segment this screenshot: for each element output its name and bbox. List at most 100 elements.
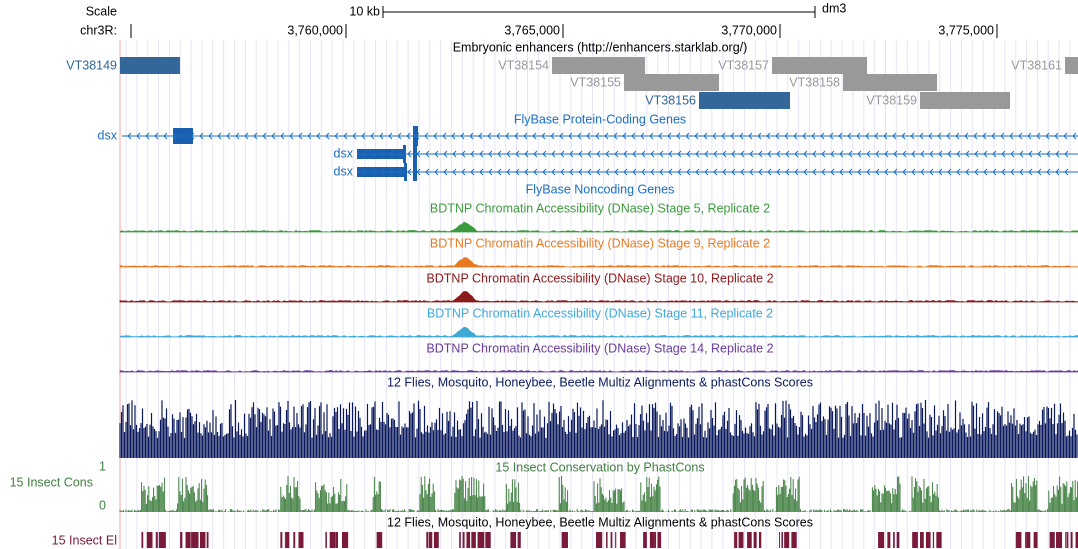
track-title: BDTNP Chromatin Accessibility (DNase) St… <box>426 271 773 285</box>
element <box>1015 532 1022 548</box>
enhancer-label: VT38155 <box>570 75 621 89</box>
element <box>1075 532 1078 548</box>
strand-arrows <box>362 150 1069 158</box>
enhancer-label: VT38156 <box>645 93 696 107</box>
element <box>426 532 429 548</box>
element <box>1066 532 1069 548</box>
tick-label: 3,760,000 <box>287 23 343 37</box>
element <box>1070 532 1073 548</box>
axis-label: 0 <box>99 498 106 512</box>
strand-arrows <box>362 168 1069 176</box>
element <box>190 532 192 548</box>
chrom-label: chr3R: <box>80 23 117 37</box>
element <box>298 532 304 548</box>
tick-label: 3,775,000 <box>938 23 994 37</box>
element <box>932 532 935 548</box>
element <box>485 532 491 548</box>
element <box>1056 532 1063 548</box>
element <box>206 532 209 548</box>
track-title: 12 Flies, Mosquito, Honeybee, Beetle Mul… <box>387 375 813 389</box>
track-title: Embryonic enhancers (http://enhancers.st… <box>453 40 748 54</box>
gene-label: dsx <box>98 128 118 142</box>
element <box>1025 532 1027 548</box>
assembly-label: dm3 <box>822 1 846 15</box>
element <box>280 532 283 548</box>
track-title: 15 Insect Conservation by PhastCons <box>495 460 704 474</box>
enhancer <box>120 57 180 74</box>
element <box>758 532 762 548</box>
element <box>185 532 191 548</box>
track-title: FlyBase Protein-Coding Genes <box>514 112 686 126</box>
element <box>615 532 617 548</box>
enhancer <box>624 74 720 91</box>
element <box>325 532 327 548</box>
element <box>335 532 339 548</box>
signal <box>118 221 1078 233</box>
element <box>293 532 296 548</box>
element <box>912 532 918 548</box>
element <box>657 532 662 548</box>
enhancer <box>772 57 868 74</box>
enhancer <box>552 57 645 74</box>
element <box>654 532 657 548</box>
element <box>284 532 286 548</box>
element <box>428 532 433 548</box>
element <box>1033 532 1038 548</box>
element <box>341 532 349 548</box>
strand-arrows <box>127 132 1077 140</box>
signal <box>119 257 1078 268</box>
element <box>510 532 516 548</box>
element <box>141 532 144 548</box>
axis-label: 1 <box>99 459 106 473</box>
grid-background <box>125 40 1071 549</box>
element <box>433 532 439 548</box>
element <box>643 532 647 548</box>
enhancer-label: VT38154 <box>498 58 549 72</box>
track-title: BDTNP Chromatin Accessibility (DNase) St… <box>427 306 773 320</box>
tick-label: 3,770,000 <box>721 23 777 37</box>
track-title: FlyBase Noncoding Genes <box>526 182 675 196</box>
element <box>199 532 206 548</box>
element <box>606 532 608 548</box>
element <box>517 532 521 548</box>
element <box>561 532 568 548</box>
element <box>376 532 383 548</box>
element <box>887 532 891 548</box>
element <box>747 532 752 548</box>
element <box>738 532 744 548</box>
element <box>791 532 797 548</box>
element <box>893 532 895 548</box>
gene-label: dsx <box>334 146 354 160</box>
phastcons-signal <box>119 476 1078 512</box>
element <box>596 532 603 548</box>
element <box>919 532 924 548</box>
element <box>896 532 900 548</box>
element <box>329 532 336 548</box>
element <box>936 532 942 548</box>
enhancer <box>920 92 1011 109</box>
enhancer-label: VT38159 <box>866 93 917 107</box>
element <box>781 532 783 548</box>
element <box>1049 532 1055 548</box>
enhancer <box>843 74 938 91</box>
enhancer-label: VT38149 <box>66 58 117 72</box>
element <box>1026 532 1031 548</box>
scale-label: Scale <box>86 4 117 18</box>
enhancer <box>699 92 790 109</box>
element <box>285 532 290 548</box>
element <box>734 532 738 548</box>
track-title: 12 Flies, Mosquito, Honeybee, Beetle Mul… <box>387 515 813 529</box>
element <box>753 532 757 548</box>
gene-label: dsx <box>334 164 354 178</box>
track-title: BDTNP Chromatin Accessibility (DNase) St… <box>430 201 770 215</box>
element <box>180 532 183 548</box>
track-label: 15 Insect Cons <box>10 475 93 489</box>
element <box>146 532 153 548</box>
element <box>477 532 485 548</box>
signal <box>119 291 1078 303</box>
track-title: BDTNP Chromatin Accessibility (DNase) St… <box>430 236 770 250</box>
element <box>878 532 885 548</box>
signal <box>119 326 1078 338</box>
track-label: 15 Insect El <box>52 533 117 547</box>
